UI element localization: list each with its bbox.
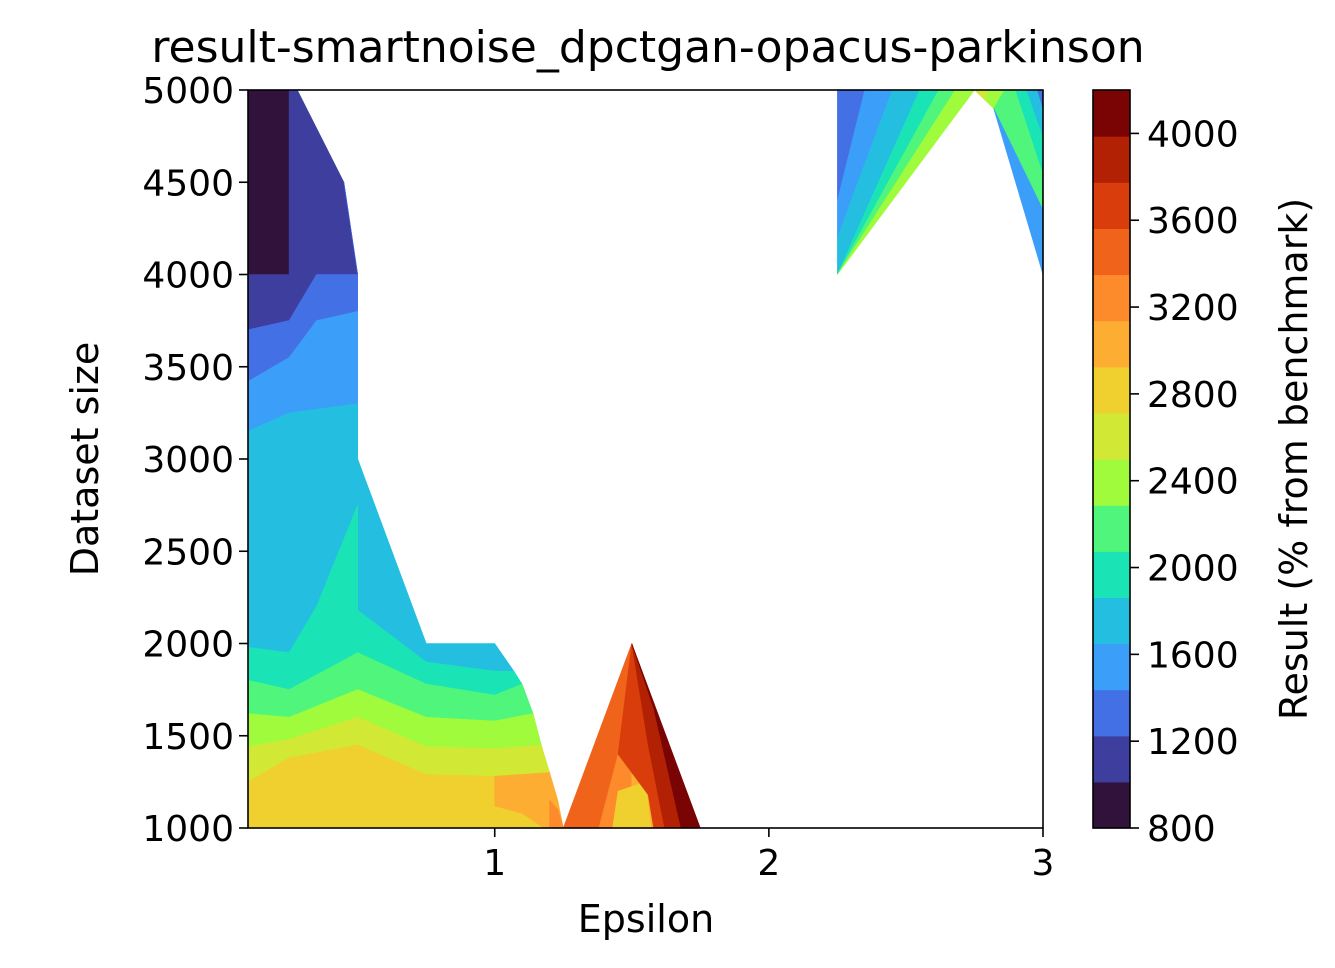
y-tick-label: 5000	[142, 71, 234, 112]
y-tick-label: 1000	[142, 809, 234, 850]
colorbar-tick-label: 2000	[1147, 549, 1239, 590]
x-tick-label: 2	[757, 843, 780, 884]
y-tick-label: 3500	[142, 348, 234, 389]
colorbar-segment	[1093, 412, 1130, 460]
y-tick-label: 1500	[142, 717, 234, 758]
colorbar-tick-label: 1200	[1147, 722, 1239, 763]
colorbar-segment	[1093, 735, 1130, 783]
y-axis-label: Dataset size	[63, 342, 107, 577]
colorbar-segment	[1093, 643, 1130, 691]
y-tick-label: 3000	[142, 440, 234, 481]
x-axis-label: Epsilon	[578, 897, 714, 941]
colorbar-segment	[1093, 597, 1130, 645]
colorbar-frame	[1092, 89, 1131, 829]
colorbar-tick-label: 800	[1147, 809, 1216, 850]
colorbar-segment	[1093, 781, 1130, 829]
colorbar: 800 1200 1600 2000 2400 2800 3200 3600 4000 Resu…	[1092, 89, 1316, 850]
colorbar-label: Result (% from benchmark)	[1272, 198, 1316, 720]
colorbar-segment	[1093, 689, 1130, 737]
colorbar-tick-label: 3200	[1147, 288, 1239, 329]
colorbar-segment	[1093, 90, 1130, 137]
colorbar-segments	[1093, 90, 1130, 829]
y-tick-label: 4000	[142, 256, 234, 297]
y-axis: 1000 1500 2000 2500 3000 3500 4000 4500 5000	[142, 71, 248, 850]
colorbar-tick-label: 1600	[1147, 635, 1239, 676]
plot-area	[247, 89, 1044, 829]
chart-title: result-smartnoise_dpctgan-opacus-parkins…	[151, 22, 1144, 73]
colorbar-segment	[1093, 505, 1130, 552]
colorbar-tick-label: 3600	[1147, 201, 1239, 242]
colorbar-segment	[1093, 182, 1130, 229]
colorbar-tick-label: 2400	[1147, 462, 1239, 503]
x-tick-label: 1	[483, 843, 506, 884]
y-tick-label: 2000	[142, 625, 234, 666]
y-tick-label: 4500	[142, 163, 234, 204]
colorbar-segment	[1093, 366, 1130, 414]
colorbar-tick-label: 2800	[1147, 375, 1239, 416]
x-axis: 1 2 3	[483, 828, 1054, 884]
colorbar-segment	[1093, 274, 1130, 322]
contour-region-0	[247, 89, 290, 275]
y-tick-label: 2500	[142, 532, 234, 573]
colorbar-segment	[1093, 228, 1130, 276]
colorbar-segment	[1093, 320, 1130, 368]
x-tick-label: 3	[1032, 843, 1055, 884]
contour-regions	[247, 89, 1044, 829]
colorbar-segment	[1093, 459, 1130, 506]
colorbar-segment	[1093, 551, 1130, 598]
colorbar-tick-label: 4000	[1147, 114, 1239, 155]
colorbar-segment	[1093, 136, 1130, 183]
colorbar-ticks: 800 1200 1600 2000 2400 2800 3200 3600 4000	[1130, 114, 1239, 850]
